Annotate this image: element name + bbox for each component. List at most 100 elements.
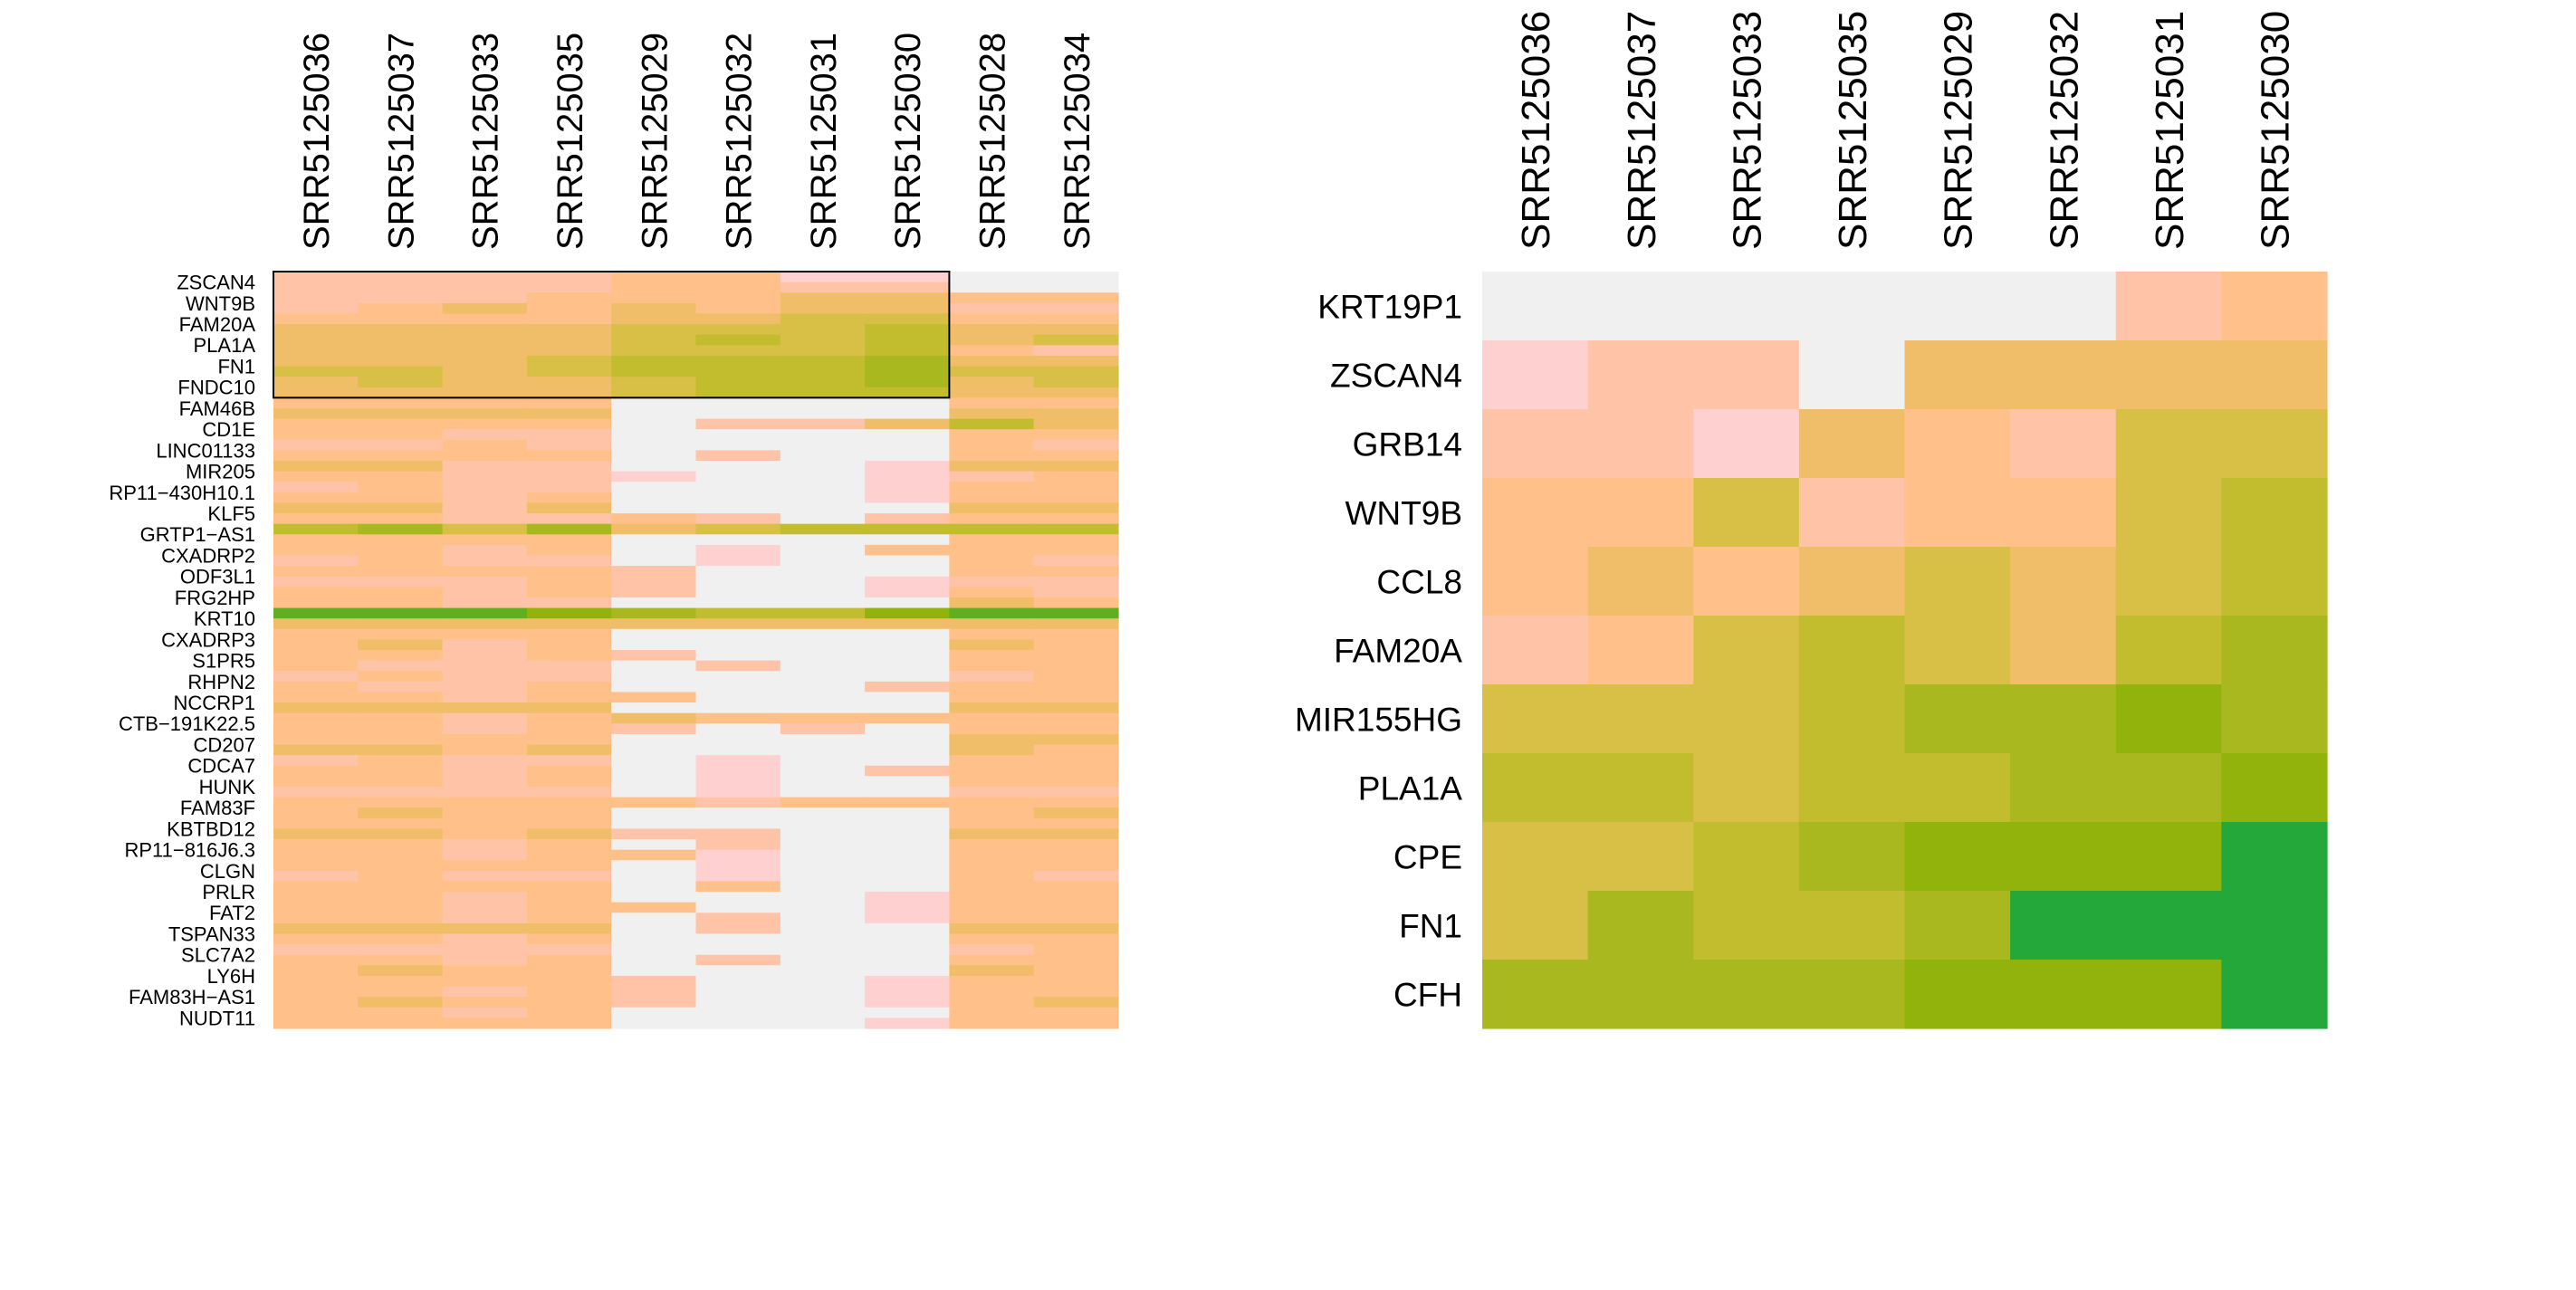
hm1-cell-r22-c6: [780, 502, 866, 514]
hm1-cell-r6-c3: [526, 334, 612, 346]
hm1-cell-r12-c3: [526, 397, 612, 409]
hm1-cell-r13-c5: [695, 407, 781, 420]
hm1-cell-r37-c9: [1033, 660, 1119, 672]
hm1-cell-r65-c6: [780, 954, 866, 966]
hm1-cell-r46-c5: [695, 755, 781, 767]
hm1-cell-r67-c9: [1033, 975, 1119, 988]
hm1-cell-r38-c9: [1033, 671, 1119, 683]
hm1-cell-r5-c9: [1033, 324, 1119, 336]
hm1-cell-r61-c1: [358, 913, 444, 924]
hm1-cell-r1-c3: [526, 282, 612, 293]
hm1-cell-r14-c3: [526, 418, 612, 430]
hm1-cell-r19-c8: [949, 471, 1035, 483]
hm1-cell-r16-c5: [695, 439, 781, 451]
hm1-cell-r51-c9: [1033, 807, 1119, 819]
hm1-cell-r26-c7: [865, 544, 950, 557]
hm1-cell-r26-c6: [780, 544, 866, 557]
hm1-cell-r28-c1: [358, 566, 444, 578]
hm2-cell-r4-c0: [1482, 547, 1589, 616]
hm1-cell-r22-c1: [358, 502, 444, 514]
hm1-cell-r39-c9: [1033, 681, 1119, 693]
hm1-cell-r62-c6: [780, 922, 866, 935]
hm1-cell-r69-c4: [611, 997, 697, 1008]
hm2-cell-r0-c3: [1798, 272, 1906, 341]
hm1-cell-r66-c0: [273, 965, 359, 977]
hm1-cell-r52-c2: [442, 817, 528, 829]
hm1-cell-r0-c7: [865, 272, 950, 283]
hm1-cell-r10-c6: [780, 377, 866, 388]
hm1-cell-r59-c4: [611, 892, 697, 903]
hm1-cell-r54-c7: [865, 839, 950, 851]
hm1-cell-r10-c1: [358, 377, 444, 388]
hm1-cell-r67-c8: [949, 975, 1035, 988]
hm1-cell-r27-c8: [949, 555, 1035, 567]
hm2-cell-r3-c7: [2221, 478, 2328, 548]
hm1-cell-r68-c1: [358, 986, 444, 998]
hm1-cell-r58-c9: [1033, 881, 1119, 893]
hm1-cell-r45-c7: [865, 744, 950, 756]
hm1-cell-r1-c1: [358, 282, 444, 293]
hm1-cell-r28-c3: [526, 566, 612, 578]
hm1-cell-r51-c3: [526, 807, 612, 819]
hm2-row-label: ZSCAN4: [1330, 357, 1462, 394]
hm1-cell-r6-c8: [949, 334, 1035, 346]
hm1-cell-r24-c4: [611, 523, 697, 535]
hm1-cell-r15-c1: [358, 429, 444, 441]
hm1-cell-r57-c8: [949, 870, 1035, 883]
hm1-cell-r37-c8: [949, 660, 1035, 672]
hm1-cell-r1-c2: [442, 282, 528, 293]
hm1-cell-r63-c6: [780, 933, 866, 945]
hm1-cell-r39-c8: [949, 681, 1035, 693]
hm1-cell-r55-c6: [780, 849, 866, 861]
hm1-row-label: KLF5: [207, 502, 255, 525]
hm2-cell-r8-c4: [1904, 822, 2011, 892]
hm1-cell-r45-c0: [273, 744, 359, 756]
hm1-row-label: HUNK: [199, 776, 256, 798]
hm1-cell-r32-c2: [442, 607, 528, 619]
hm2-cell-r5-c6: [2115, 616, 2222, 685]
hm1-cell-r4-c0: [273, 313, 359, 325]
hm1-cell-r57-c9: [1033, 870, 1119, 883]
hm1-cell-r2-c1: [358, 292, 444, 304]
hm1-cell-r23-c1: [358, 513, 444, 525]
hm1-cell-r48-c9: [1033, 776, 1119, 788]
hm2-cell-r7-c4: [1904, 753, 2011, 823]
hm1-column-label: SRR5125035: [551, 33, 590, 250]
hm1-cell-r31-c9: [1033, 597, 1119, 609]
hm1-cell-r28-c4: [611, 566, 697, 578]
hm1-cell-r64-c0: [273, 944, 359, 956]
hm1-cell-r20-c9: [1033, 482, 1119, 493]
hm1-cell-r37-c7: [865, 660, 950, 672]
hm1-cell-r47-c1: [358, 765, 444, 777]
hm1-cell-r3-c1: [358, 302, 444, 315]
hm1-cell-r1-c0: [273, 282, 359, 293]
hm1-cell-r49-c9: [1033, 786, 1119, 798]
hm2-cell-r9-c5: [2010, 891, 2117, 960]
hm1-cell-r31-c2: [442, 597, 528, 609]
hm1-cell-r10-c3: [526, 377, 612, 388]
hm1-cell-r52-c0: [273, 817, 359, 829]
hm1-row-label: FAM20A: [179, 313, 256, 336]
hm1-cell-r13-c9: [1033, 407, 1119, 420]
hm1-cell-r5-c3: [526, 324, 612, 336]
hm1-cell-r22-c9: [1033, 502, 1119, 514]
hm1-cell-r59-c5: [695, 892, 781, 903]
hm1-cell-r70-c0: [273, 1007, 359, 1018]
hm2-column-label: SRR5125037: [1620, 11, 1664, 250]
hm1-cell-r47-c3: [526, 765, 612, 777]
hm1-row-label: S1PR5: [192, 650, 255, 673]
hm1-cell-r40-c7: [865, 692, 950, 703]
hm1-row-label: CLGN: [200, 860, 255, 883]
hm1-cell-r39-c0: [273, 681, 359, 693]
hm1-cell-r10-c4: [611, 377, 697, 388]
hm1-cell-r52-c9: [1033, 817, 1119, 829]
hm1-cell-r9-c8: [949, 366, 1035, 377]
hm1-cell-r43-c7: [865, 723, 950, 735]
hm1-cell-r14-c4: [611, 418, 697, 430]
hm1-cell-r68-c5: [695, 986, 781, 998]
hm1-cell-r63-c7: [865, 933, 950, 945]
hm1-cell-r28-c6: [780, 566, 866, 578]
hm1-cell-r46-c8: [949, 755, 1035, 767]
hm1-cell-r68-c6: [780, 986, 866, 998]
hm1-cell-r41-c6: [780, 702, 866, 714]
